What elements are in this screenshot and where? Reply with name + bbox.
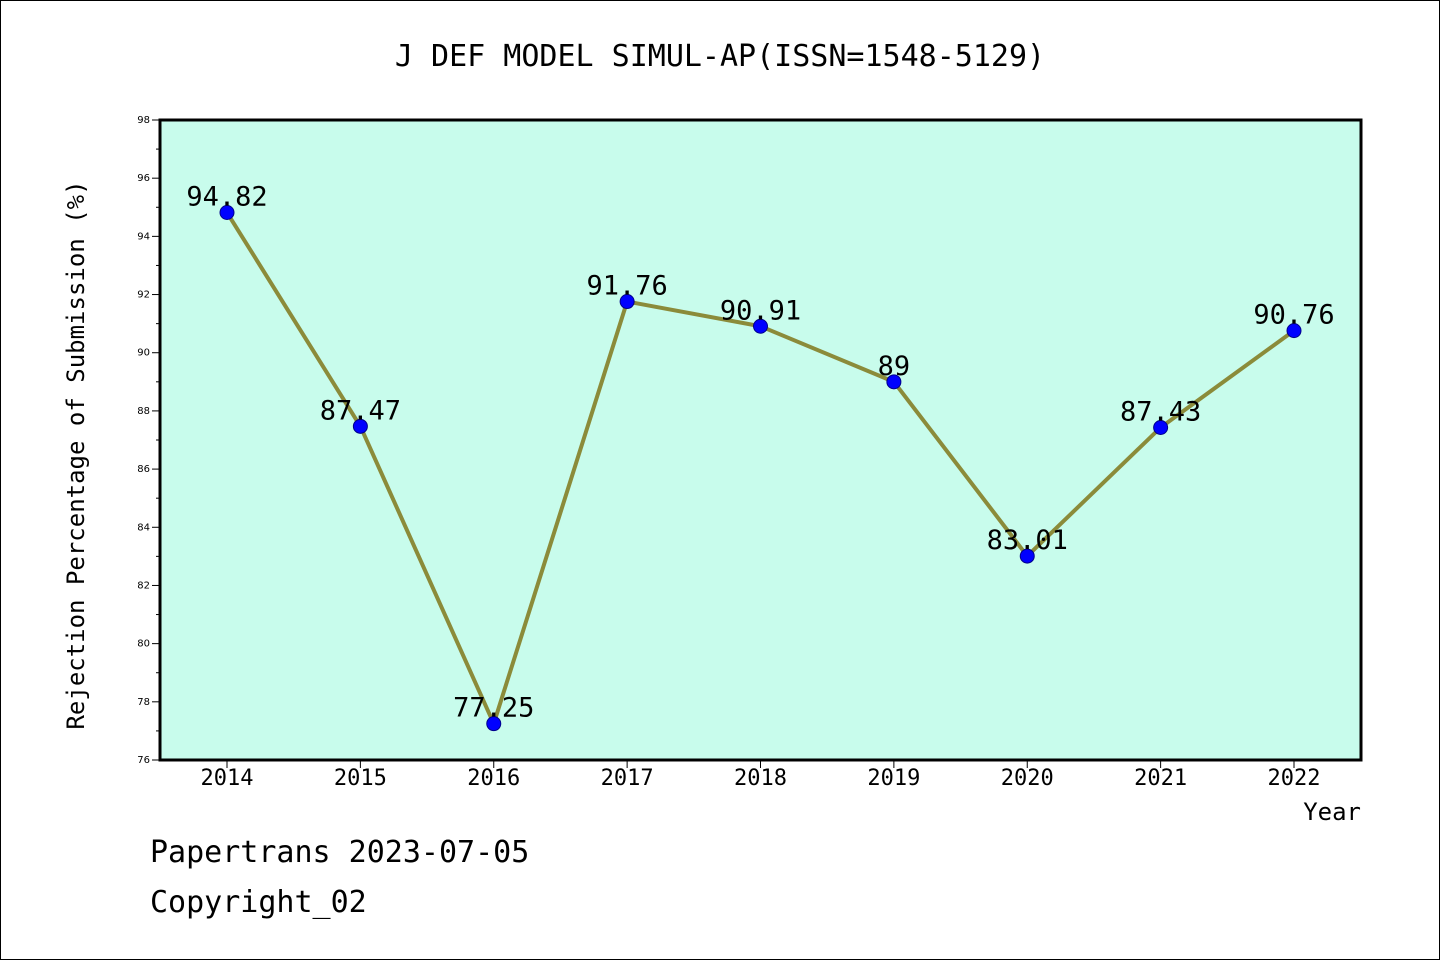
x-axis-label: Year [1303,798,1361,826]
data-point [753,318,768,334]
y-tick-label: 76 [137,755,150,766]
x-tick-label: 2020 [1001,766,1054,791]
data-point [486,716,502,732]
y-tick-label: 78 [137,697,150,708]
y-axis-label: Rejection Percentage of Submission (%) [62,180,90,729]
x-tick-label: 2022 [1268,766,1321,791]
data-point [619,294,635,310]
data-label: 90.76 [1253,300,1334,331]
y-tick-label: 90 [137,348,150,359]
x-axis: 2014 2015 2016 2017 2018 2019 2020 2021 2022 [201,760,1321,791]
data-label: 89 [878,351,911,382]
y-tick-label: 96 [137,173,150,184]
data-label: 87.47 [320,395,401,426]
x-tick-label: 2014 [201,766,254,791]
data-label: 77.25 [453,693,534,724]
series-markers [219,205,1302,732]
y-tick-label: 92 [137,290,150,301]
y-tick-label: 84 [137,522,150,533]
y-tick-label: 88 [137,406,150,417]
x-tick-label: 2016 [467,766,520,791]
y-tick-label: 80 [137,639,150,650]
footer-copyright-text: Copyright_02 [150,885,367,920]
x-tick-label: 2015 [334,766,387,791]
x-tick-label: 2019 [867,766,920,791]
data-point [1019,548,1035,564]
chart-title: J DEF MODEL SIMUL-AP(ISSN=1548-5129) [395,39,1045,74]
data-point [1286,323,1302,339]
y-tick-label: 86 [137,464,150,475]
y-tick-label: 98 [137,115,150,126]
data-point [886,374,902,390]
x-tick-label: 2017 [601,766,654,791]
data-point [1153,419,1169,435]
data-label: 83.01 [987,525,1068,556]
data-labels: 94.82 87.47 77.25 91.76 90.91 89 83.01 87.43 90.… [186,182,1334,724]
data-point [219,205,235,221]
y-axis: 76 78 80 82 84 86 88 90 92 94 96 98 [137,115,160,766]
data-label: 91.76 [586,271,667,302]
x-tick-label: 2021 [1134,766,1187,791]
x-tick-label: 2018 [734,766,787,791]
data-label: 94.82 [186,182,267,213]
data-label: 87.43 [1120,396,1201,427]
footer-date-text: Papertrans 2023-07-05 [150,835,530,870]
data-point [352,418,368,434]
data-label: 90.91 [720,295,801,326]
plot-area [158,118,1363,762]
y-tick-label: 82 [137,580,150,591]
y-tick-label: 94 [137,231,150,242]
